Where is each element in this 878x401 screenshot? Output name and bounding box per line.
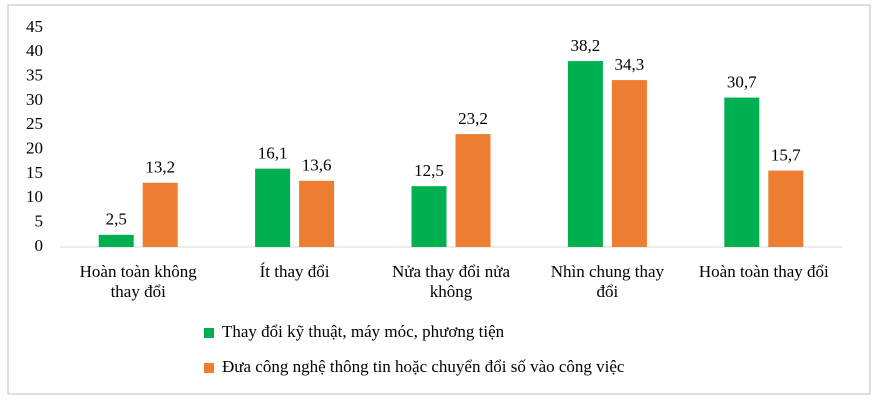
bar: [142, 182, 178, 247]
legend-swatch: [204, 328, 214, 338]
data-label: 30,7: [727, 72, 757, 91]
y-tick-label: 45: [26, 17, 43, 36]
data-label: 12,5: [414, 161, 444, 180]
y-tick-label: 10: [26, 187, 43, 206]
x-tick-label: Nhìn chung thay đổi: [550, 262, 665, 301]
y-tick-label: 30: [26, 90, 43, 109]
data-label: 13,6: [302, 156, 332, 175]
y-tick-label: 15: [26, 163, 43, 182]
x-tick-label: Ít thay đổi: [259, 262, 330, 281]
y-tick-label: 20: [26, 139, 43, 158]
y-tick-label: 5: [35, 212, 44, 231]
x-tick-label: Nửa thay đổi nửa không: [391, 262, 511, 301]
legend-label: Thay đổi kỹ thuật, máy móc, phương tiện: [222, 322, 505, 341]
bar: [724, 97, 760, 248]
bar: [611, 80, 647, 247]
data-label: 13,2: [145, 158, 175, 177]
bar: [98, 234, 134, 247]
bar: [255, 168, 291, 247]
bar: [411, 186, 447, 247]
y-tick-label: 40: [26, 41, 43, 60]
y-tick-label: 35: [26, 66, 43, 85]
data-label: 2,5: [106, 210, 127, 229]
bar: [299, 180, 335, 247]
bar: [768, 170, 804, 247]
y-tick-label: 25: [26, 114, 43, 133]
x-tick-label: Hoàn toàn không thay đổi: [79, 262, 197, 301]
bar: [567, 61, 603, 247]
data-label: 23,2: [458, 109, 488, 128]
data-label: 15,7: [771, 145, 801, 164]
x-tick-label: Hoàn toàn thay đổi: [698, 262, 829, 281]
data-label: 16,1: [258, 144, 288, 163]
chart-border: [7, 4, 871, 395]
legend-swatch: [204, 363, 214, 373]
data-label: 38,2: [571, 36, 601, 55]
bar: [455, 134, 491, 247]
y-tick-label: 0: [35, 236, 44, 255]
data-label: 34,3: [615, 55, 645, 74]
legend-label: Đưa công nghệ thông tin hoặc chuyển đổi …: [222, 357, 625, 376]
